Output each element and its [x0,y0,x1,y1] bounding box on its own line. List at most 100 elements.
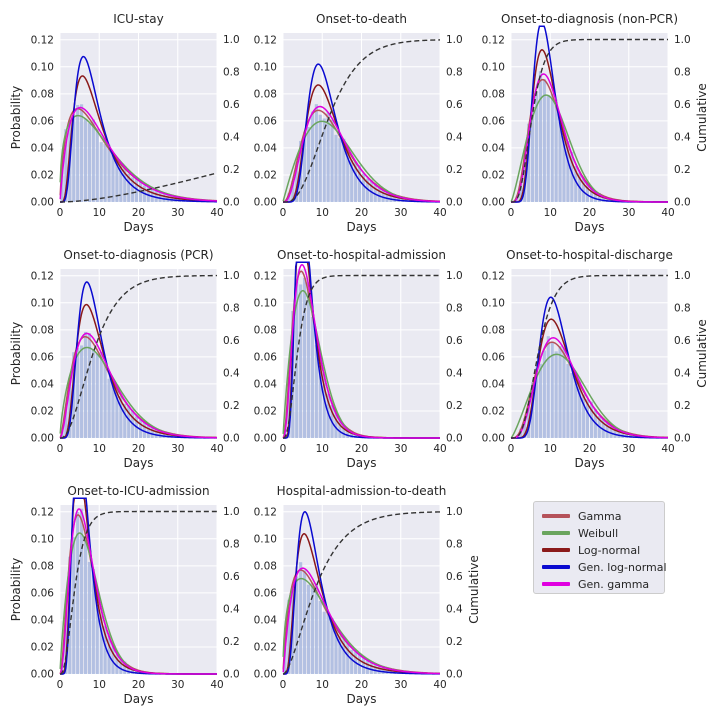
histogram-bar [381,189,385,202]
histogram-bar [162,431,166,438]
histogram-bar [115,654,119,674]
curve-gen-log-normal [60,281,217,439]
x-axis-label: Days [575,456,605,470]
legend-item-log-normal: Log-normal [542,542,640,558]
y-tick-label: 0.10 [482,61,505,73]
y-tick-label: 0.00 [31,433,54,445]
x-tick-label: 10 [93,207,106,219]
histogram-bar [158,192,162,202]
histogram-bar [373,663,377,674]
histogram-bar [64,406,68,438]
histogram-bar [405,198,409,202]
x-tick-label: 10 [93,679,106,691]
histogram-bar [95,589,99,674]
y-tick-label: 0.06 [482,351,506,363]
cumulative-curve [59,274,217,439]
histogram-bar [554,351,558,438]
curve-gen-log-normal [511,296,668,439]
y2-tick-label: 0.6 [223,99,240,111]
y2-tick-label: 0.8 [674,303,691,315]
histogram-bar [87,333,91,438]
curve-gen-gamma [59,106,218,202]
y2-tick-label: 1.0 [446,34,463,46]
y2-tick-label: 1.0 [674,34,691,46]
histogram-bar [107,633,111,674]
histogram-bar [534,91,539,202]
histogram-bar [574,372,578,438]
panel-5: 0 10 20 30 40 0.00 0.02 0.04 0.06 0.08 0.10 0.12 0.0… [482,248,709,470]
histogram-bar [613,427,617,438]
y2-tick-label: 0.6 [446,335,463,347]
y-tick-label: 0.04 [254,614,278,626]
histogram-bar [158,429,162,438]
legend-swatch [542,514,570,518]
histogram-bar [72,352,76,438]
y2-tick-label: 0.2 [674,164,691,176]
x-tick-label: 10 [544,443,557,455]
histogram-bar [303,570,307,674]
panel-title: Onset-to-hospital-admission [277,248,446,262]
x-tick-label: 40 [433,679,446,691]
histogram-bar [103,364,107,438]
y-tick-label: 0.06 [254,351,278,363]
panel-title: Onset-to-death [316,12,407,26]
y2-tick-label: 0.8 [223,539,240,551]
histogram-bar [95,128,99,202]
y-tick-label: 0.12 [254,34,277,46]
histogram-bar [365,178,369,202]
y-tick-label: 0.12 [254,270,277,282]
curve-gen-gamma [59,508,217,675]
histogram-bar [361,173,366,202]
histogram-bar [531,111,535,202]
y2-tick-label: 0.2 [446,164,463,176]
legend-label: Gen. log-normal [578,560,667,574]
y2-tick-label: 1.0 [674,270,691,282]
y-tick-label: 0.08 [254,88,277,100]
histogram-bar [338,418,342,438]
histogram-bar [287,378,291,438]
histogram-bar [330,119,334,202]
y2-tick-label: 0.0 [223,197,240,209]
histogram-bar [322,372,326,438]
x-tick-label: 20 [132,679,145,691]
histogram-bar [354,433,358,438]
y2-axis-label: Cumulative [467,555,481,624]
y2-tick-label: 0.2 [446,400,463,412]
panel-1: 0 10 20 30 40 0.00 0.02 0.04 0.06 0.08 0.10 0.12 0.0… [254,12,463,234]
histogram-bar [119,163,123,202]
x-tick-label: 30 [394,443,407,455]
x-axis-label: Days [124,692,154,706]
y2-tick-label: 1.0 [223,506,240,518]
y-tick-label: 0.12 [482,34,505,46]
histogram-bar [318,355,322,438]
panel-title: Onset-to-hospital-discharge [506,248,673,262]
histogram-bar [589,188,594,202]
histogram-bar [306,584,311,674]
cumulative-curve [283,39,441,203]
histogram-bar [123,403,127,438]
x-tick-label: 30 [394,207,407,219]
x-tick-label: 30 [171,443,184,455]
histogram-bar [318,600,322,674]
y2-tick-label: 0.4 [223,368,240,380]
histogram-bar [330,618,334,674]
y2-tick-label: 0.0 [674,433,691,445]
y-tick-label: 0.00 [482,197,505,209]
y-tick-label: 0.10 [31,61,54,73]
y2-tick-label: 0.6 [674,99,691,111]
legend-label: Gen. gamma [578,577,650,591]
legend-item-gamma: Gamma [542,508,621,524]
histogram-bar [519,180,523,202]
y2-axis-label: Cumulative [695,83,709,152]
x-tick-label: 10 [544,207,557,219]
y-tick-label: 0.06 [254,115,278,127]
y2-tick-label: 0.2 [223,636,240,648]
x-tick-label: 40 [433,207,446,219]
histogram-bar [601,418,605,438]
y-tick-label: 0.00 [31,197,54,209]
y2-tick-label: 0.0 [446,197,463,209]
histogram-bar [393,669,397,674]
histogram-bar [287,599,291,674]
histogram-bar [393,195,397,202]
